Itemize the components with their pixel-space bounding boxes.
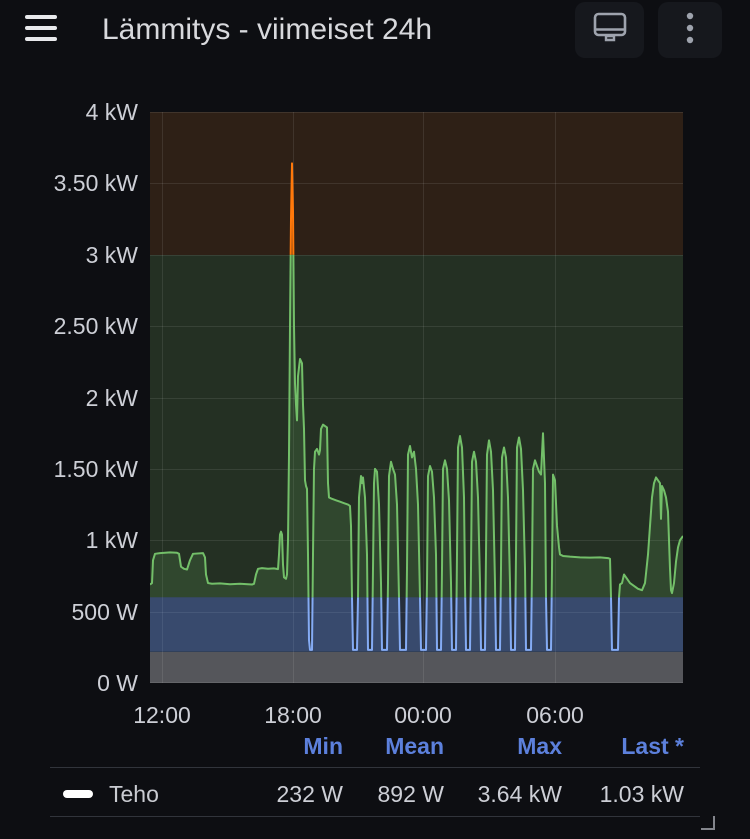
gridline-horizontal [150,254,683,256]
threshold-band [150,651,683,683]
gridline-vertical [293,112,294,683]
threshold-band [150,597,683,652]
y-axis-tick-label: 1.50 kW [53,455,138,482]
legend-value-mean: 892 W [377,780,444,807]
y-axis-tick-label: 3.50 kW [53,170,138,197]
panel-resize-handle[interactable] [701,816,715,830]
y-axis-tick-label: 3 kW [85,241,138,268]
legend-header-mean[interactable]: Mean [385,732,444,759]
gridline-horizontal [150,611,683,613]
x-axis-tick-label: 12:00 [133,702,191,728]
series-color-swatch [63,790,93,798]
series-line-layer [150,162,683,652]
legend-value-min: 232 W [276,780,343,807]
x-axis-tick-label: 00:00 [394,702,452,728]
menu-bar [25,15,57,19]
kebab-icon [686,12,694,49]
x-axis-tick-label: 06:00 [526,702,584,728]
y-axis-tick-label: 2 kW [85,384,138,411]
legend-header-max[interactable]: Max [517,732,562,759]
series-name: Teho [109,780,159,807]
kiosk-mode-button[interactable] [575,2,644,58]
y-axis-tick-label: 2.50 kW [53,313,138,340]
gridline-horizontal [150,183,683,185]
legend-header-row: Min Mean Max Last * [50,731,684,761]
gridline-vertical [423,112,424,683]
y-axis-tick-label: 4 kW [85,99,138,125]
legend-divider [50,767,700,768]
menu-bar [25,37,57,41]
legend-value-max: 3.64 kW [477,780,562,807]
gridline-horizontal [150,326,683,328]
legend-series-row: Teho 232 W 892 W 3.64 kW 1.03 kW [50,777,684,811]
page-title: Lämmitys - viimeiset 24h [102,13,433,46]
gridline-horizontal [150,682,683,683]
gridline-horizontal [150,540,683,542]
legend-divider [50,816,700,817]
panel-menu-button[interactable] [658,2,722,58]
y-axis-tick-label: 500 W [71,598,138,625]
legend-header-min[interactable]: Min [303,732,343,759]
time-series-plot[interactable] [150,112,683,683]
y-axis-tick-label: 0 W [97,670,138,696]
legend-series-toggle[interactable]: Teho [50,781,243,808]
legend-value-last: 1.03 kW [599,780,684,807]
y-axis-tick-label: 1 kW [85,527,138,554]
series-area-fill [150,597,683,652]
monitor-icon [593,12,627,49]
gridline-horizontal [150,112,683,113]
x-axis-tick-label: 18:00 [264,702,322,728]
menu-bar [25,26,57,30]
gridline-vertical [162,112,163,683]
hamburger-menu-icon[interactable] [25,15,57,42]
threshold-band [150,254,683,598]
gridline-vertical [555,112,556,683]
gridline-horizontal [150,397,683,399]
threshold-band [150,112,683,255]
series-line [307,597,621,651]
series-line [150,254,683,598]
series-area-fill [150,254,683,598]
legend-header-last[interactable]: Last * [621,732,684,759]
